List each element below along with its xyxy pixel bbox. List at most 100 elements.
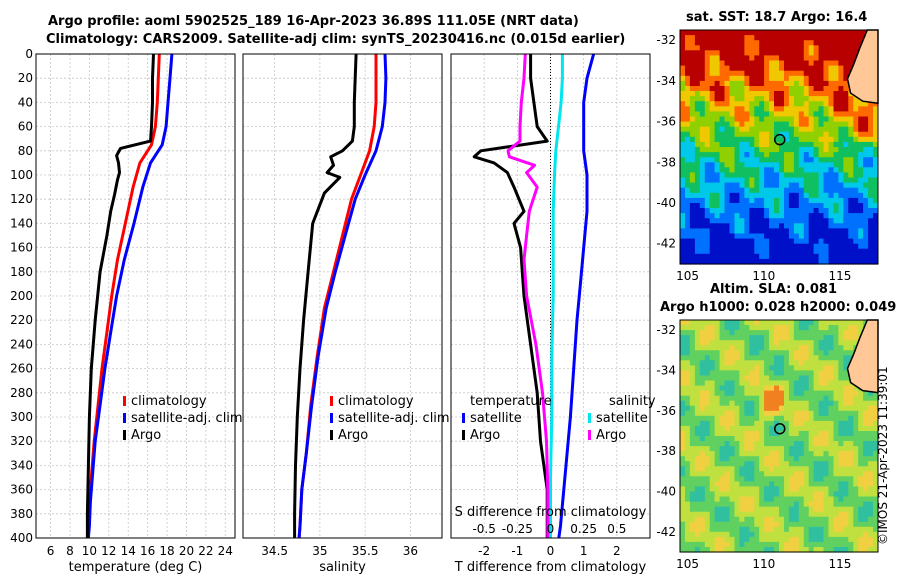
map-cell — [833, 106, 839, 112]
map-cell — [833, 147, 839, 153]
map-cell — [848, 35, 854, 41]
map-cell — [858, 167, 864, 173]
map-cell — [828, 481, 834, 487]
map-cell — [823, 390, 829, 397]
map-cell — [848, 355, 854, 361]
map-cell — [808, 126, 815, 133]
map-cell — [853, 481, 859, 487]
map-cell — [724, 80, 730, 87]
map-cell — [853, 410, 859, 417]
map-cell — [749, 172, 755, 179]
map-cell — [680, 441, 686, 447]
map-cell — [823, 157, 829, 163]
map-cell — [843, 370, 849, 376]
map-cell — [685, 431, 691, 437]
map-cell — [739, 167, 745, 173]
map-cell — [838, 162, 844, 168]
map-cell — [823, 420, 829, 427]
map-cell — [833, 162, 839, 168]
map-cell — [843, 536, 849, 543]
map-cell — [704, 446, 711, 452]
map-cell — [744, 80, 750, 87]
map-cell — [729, 436, 735, 442]
map-cell — [823, 441, 829, 447]
map-cell — [739, 345, 745, 351]
map-cell — [769, 486, 775, 492]
map-cell — [724, 335, 730, 341]
map-cell — [689, 106, 696, 112]
map-cell — [784, 60, 790, 67]
map-cell — [774, 481, 780, 487]
map-cell — [680, 410, 686, 417]
map-cell — [798, 320, 805, 326]
map-cell — [818, 253, 825, 260]
map-cell — [868, 157, 874, 163]
map-cell — [868, 521, 874, 528]
map-cell — [818, 425, 825, 432]
map-cell — [739, 486, 745, 492]
map-cell — [798, 390, 805, 397]
map-cell — [699, 243, 706, 250]
map-cell — [685, 248, 691, 255]
map-cell — [739, 531, 745, 538]
map-cell — [853, 253, 859, 260]
map-cell — [685, 415, 691, 422]
map-cell — [793, 330, 800, 336]
map-cell — [818, 466, 825, 472]
map-cell — [873, 152, 879, 158]
map-cell — [769, 172, 775, 179]
map-cell — [868, 223, 874, 229]
map-cell — [719, 141, 726, 148]
map-cell — [754, 167, 760, 173]
map-cell — [694, 70, 701, 77]
map-cell — [784, 441, 790, 447]
map-cell — [754, 228, 760, 235]
map-cell — [759, 253, 765, 260]
map-cell — [853, 330, 859, 336]
map-cell — [779, 35, 785, 41]
map-cell — [833, 531, 839, 538]
map-cell — [685, 60, 691, 67]
map-cell — [784, 126, 790, 133]
map-cell — [813, 395, 820, 402]
map-cell — [719, 415, 726, 422]
map-cell — [798, 456, 805, 462]
map-cell — [838, 521, 844, 528]
map-cell — [685, 436, 691, 442]
map-cell — [685, 152, 691, 158]
map-cell — [759, 106, 765, 112]
map-cell — [739, 40, 745, 46]
map-cell — [838, 187, 844, 194]
map-cell — [689, 466, 696, 472]
map-cell — [798, 70, 805, 77]
map-cell — [759, 101, 765, 107]
map-cell — [724, 248, 730, 255]
map-cell — [779, 30, 785, 36]
map-cell — [808, 405, 815, 412]
map-cell — [769, 410, 775, 417]
map-cell — [764, 496, 770, 503]
map-cell — [769, 405, 775, 412]
map-cell — [729, 136, 735, 143]
map-cell — [704, 456, 711, 462]
map-cell — [739, 526, 745, 533]
legend-climatology-line-swatch — [330, 396, 333, 406]
map-cell — [764, 325, 770, 331]
map-cell — [759, 335, 765, 341]
map-cell — [828, 80, 834, 87]
map-cell — [838, 380, 844, 387]
map-cell — [858, 258, 864, 265]
map-cell — [754, 35, 760, 41]
map-cell — [798, 126, 805, 133]
map-cell — [704, 162, 711, 168]
map-cell — [818, 141, 825, 148]
map-cell — [685, 370, 691, 376]
map-cell — [803, 486, 810, 492]
map-cell — [873, 157, 879, 163]
map-cell — [793, 182, 800, 189]
map-cell — [838, 360, 844, 366]
map-cell — [813, 40, 820, 46]
map-cell — [818, 405, 825, 412]
map-cell — [813, 253, 820, 260]
map-cell — [714, 208, 721, 214]
